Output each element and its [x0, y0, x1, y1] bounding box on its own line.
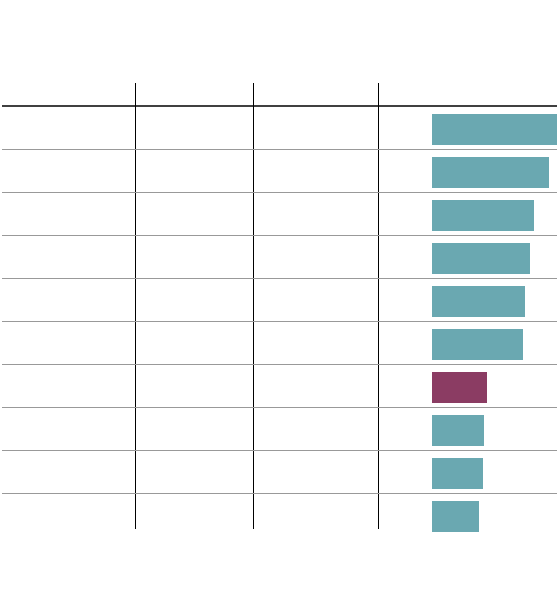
bar	[432, 372, 487, 403]
bar	[432, 157, 549, 188]
bar	[432, 501, 479, 532]
bar	[432, 114, 557, 145]
bar	[432, 329, 523, 360]
bar	[432, 415, 484, 446]
bar	[432, 243, 530, 274]
bar	[432, 458, 483, 489]
bar	[432, 286, 525, 317]
bar	[432, 200, 534, 231]
